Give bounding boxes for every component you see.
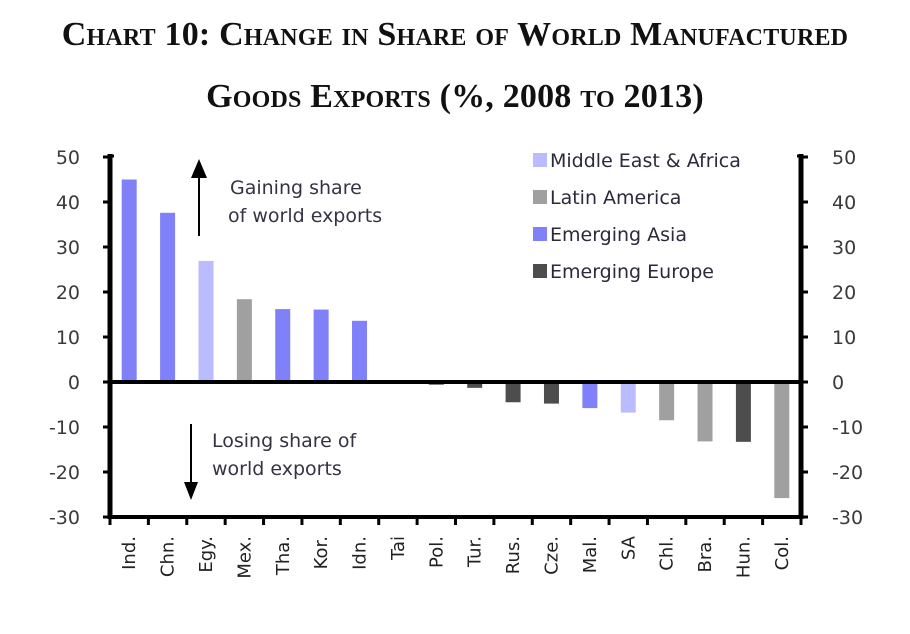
chart-title-line-2: Goods Exports (%, 2008 to 2013) (206, 78, 704, 115)
bar-bra (697, 382, 713, 442)
bar-chl (659, 382, 675, 421)
bar-ind (121, 179, 137, 382)
right-y-tick-label: -30 (832, 507, 863, 529)
legend-swatch (533, 153, 547, 167)
arrow-down-head-icon (184, 482, 198, 500)
legend-swatch (533, 190, 547, 204)
right-y-tick-label: 10 (832, 327, 856, 349)
bar-sa (620, 382, 636, 413)
bar-col (774, 382, 790, 499)
left-y-tick-label: 0 (68, 372, 80, 394)
losing-share-annotation: world exports (212, 458, 342, 480)
left-y-axis-labels: 50 40 30 20 10 0 -10 -20 -30 (49, 147, 80, 529)
bars-group (121, 179, 790, 499)
x-category-label: Egy. (196, 536, 217, 573)
bar-idn (352, 320, 368, 382)
losing-share-annotation: Losing share of (212, 430, 358, 452)
bar-egy (198, 260, 214, 382)
legend-label: Latin America (550, 187, 681, 209)
right-y-tick-label: -20 (832, 462, 863, 484)
right-y-tick-label: 50 (832, 147, 856, 169)
right-y-tick-label: 0 (832, 372, 844, 394)
gaining-share-annotation: of world exports (228, 205, 382, 227)
bar-hun (735, 382, 751, 442)
x-axis-labels: Ind. Chn. Egy. Mex. Tha. Kor. Idn. Tai Pol. Tur. R… (119, 535, 793, 578)
x-category-label: SA (618, 535, 639, 560)
x-category-label: Chn. (158, 536, 179, 577)
bar-tur (467, 382, 483, 388)
left-y-tick-label: 40 (56, 192, 80, 214)
x-category-label: Col. (772, 536, 793, 570)
gaining-share-annotation: Gaining share (230, 177, 362, 199)
annotations: Gaining share of world exports Losing shar… (184, 159, 382, 500)
right-y-tick-label: 20 (832, 282, 856, 304)
bar-mal (582, 382, 598, 409)
x-category-label: Idn. (350, 536, 371, 570)
right-y-tick-label: 30 (832, 237, 856, 259)
left-y-tick-label: 50 (56, 147, 80, 169)
legend-label: Middle East & Africa (550, 150, 741, 172)
bar-chn (160, 212, 176, 382)
x-category-label: Tur. (465, 536, 486, 568)
arrow-up-head-icon (191, 159, 207, 178)
right-y-axis-labels: 50 40 30 20 10 0 -10 -20 -30 (832, 147, 863, 529)
axes-group (103, 154, 808, 525)
bar-kor (313, 309, 329, 382)
x-category-label: Tha. (273, 536, 294, 576)
x-category-label: Tai (388, 536, 409, 561)
chart-title-line-1: Chart 10: Change in Share of World Manuf… (61, 16, 849, 53)
left-y-tick-label: 20 (56, 282, 80, 304)
x-category-label: Mex. (234, 536, 255, 579)
x-category-label: Bra. (695, 536, 716, 573)
x-category-label: Ind. (119, 536, 140, 570)
x-category-label: Chl. (657, 536, 678, 571)
legend: Middle East & Africa Latin America Emergin… (533, 150, 741, 283)
legend-swatch (533, 264, 547, 278)
left-y-tick-label: 30 (56, 237, 80, 259)
left-y-tick-label: -20 (49, 462, 80, 484)
x-category-label: Mal. (580, 536, 601, 573)
legend-label: Emerging Europe (550, 261, 714, 283)
right-y-tick-label: 40 (832, 192, 856, 214)
bar-rus (505, 382, 521, 403)
x-category-label: Hun. (733, 536, 754, 578)
x-category-label: Cze. (541, 536, 562, 575)
x-category-label: Pol. (426, 536, 447, 568)
bar-mex (236, 299, 252, 382)
left-y-tick-label: -30 (49, 507, 80, 529)
bar-cze (543, 382, 559, 404)
x-category-label: Kor. (311, 536, 332, 569)
left-y-tick-label: -10 (49, 417, 80, 439)
bar-tha (275, 309, 291, 382)
x-category-label: Rus. (503, 536, 524, 574)
left-y-tick-label: 10 (56, 327, 80, 349)
legend-label: Emerging Asia (550, 224, 687, 246)
right-y-tick-label: -10 (832, 417, 863, 439)
legend-swatch (533, 227, 547, 241)
